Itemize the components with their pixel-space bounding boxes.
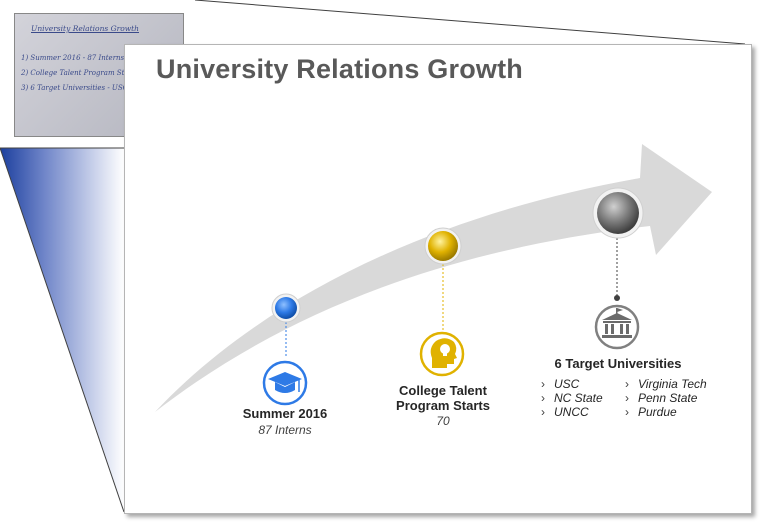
connector-3-dot <box>614 295 620 301</box>
chevron-right-icon: › <box>541 377 545 391</box>
slide-title: University Relations Growth <box>156 54 523 84</box>
milestone-2-subtitle: 70 <box>436 414 450 428</box>
milestone-1-title: Summer 2016 <box>242 406 328 421</box>
chevron-right-icon: › <box>541 391 545 405</box>
lightbulb-head-icon <box>419 331 465 377</box>
list-item: › Penn State <box>625 391 698 405</box>
university-list-left: › USC › NC State › UNCC <box>541 377 603 419</box>
university-list-right: › Virginia Tech › Penn State › Purdue <box>625 377 707 419</box>
chevron-right-icon: › <box>625 391 629 405</box>
note-line-2: 1) Summer 2016 - 87 Interns <box>21 54 125 62</box>
university-building-icon <box>594 304 640 350</box>
milestone-1-subtitle: 87 Interns <box>258 423 312 437</box>
chevron-right-icon: › <box>625 377 629 391</box>
note-line-1: University Relations Growth <box>31 24 139 33</box>
list-item: › NC State <box>541 391 603 405</box>
list-item: › USC <box>541 377 580 391</box>
milestone-2-title-line2: Program Starts <box>396 398 490 413</box>
callout-line-lower <box>0 147 125 513</box>
list-item: › Virginia Tech <box>625 377 707 391</box>
milestone-2-title-line1: College Talent <box>399 383 487 398</box>
chevron-right-icon: › <box>541 405 545 419</box>
milestone-3-title: 6 Target Universities <box>554 356 682 371</box>
milestone-1-dot <box>275 297 297 319</box>
list-item: › Purdue <box>625 405 677 419</box>
milestone-2-title: College Talent Program Starts <box>383 383 503 413</box>
growth-arrow <box>155 144 712 412</box>
note-line-3: 2) College Talent Program Starts - <box>21 69 143 77</box>
list-item: › UNCC <box>541 405 589 419</box>
note-line-4: 3) 6 Target Universities - USC, N <box>21 84 139 92</box>
graduation-cap-icon <box>262 360 308 406</box>
callout-line-upper <box>194 0 746 45</box>
milestone-3-dot <box>597 192 639 234</box>
milestone-2-dot <box>428 231 458 261</box>
slide <box>124 44 752 514</box>
chevron-right-icon: › <box>625 405 629 419</box>
